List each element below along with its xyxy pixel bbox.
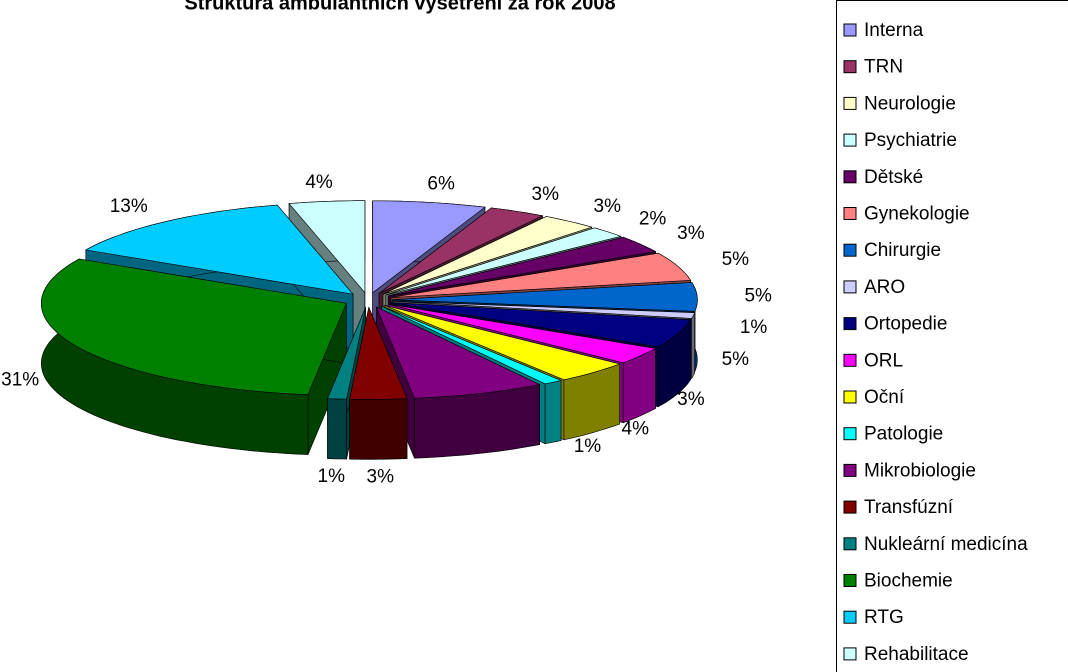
slice: [388, 303, 657, 364]
slice-rim: [544, 380, 562, 445]
legend-label: ORL: [864, 350, 903, 371]
slice: [40, 258, 347, 395]
data-label: 3%: [677, 389, 705, 410]
data-label: 3%: [532, 184, 560, 205]
slice: [392, 282, 698, 312]
legend-box: [836, 0, 1068, 672]
legend-swatch: [843, 500, 857, 514]
legend-label: TRN: [864, 57, 903, 78]
data-label: 3%: [594, 196, 622, 217]
legend-label: ARO: [864, 277, 905, 298]
legend-swatch: [843, 207, 857, 220]
legend-label: Mikrobiologie: [864, 460, 976, 481]
legend-swatch: [843, 390, 857, 404]
slice: [392, 300, 696, 319]
data-label: 4%: [622, 419, 650, 440]
legend-label: Neurologie: [864, 93, 956, 114]
slice: [378, 207, 544, 294]
legend-swatch: [843, 427, 857, 441]
data-label: 31%: [1, 370, 39, 391]
data-label: 6%: [427, 173, 455, 194]
legend-swatch: [843, 647, 857, 661]
legend-label: Psychiatrie: [864, 130, 957, 151]
legend-swatch: [843, 537, 857, 551]
legend-label: Nukleární medicína: [864, 534, 1028, 555]
slice: [349, 306, 408, 400]
legend-swatch: [843, 170, 857, 184]
legend-swatch: [843, 133, 857, 147]
data-label: 13%: [110, 196, 148, 217]
data-label: 2%: [639, 208, 667, 229]
data-label: 5%: [722, 249, 750, 270]
legend-label: Oční: [864, 387, 905, 408]
slice: [390, 252, 692, 298]
legend-swatch: [843, 23, 857, 37]
legend-label: Interna: [864, 20, 924, 41]
slice: [384, 305, 621, 381]
legend-swatch: [843, 280, 857, 294]
data-label: 3%: [677, 223, 705, 244]
slice-rim: [691, 312, 695, 380]
slice: [385, 227, 622, 296]
legend-label: Ortopedie: [864, 314, 947, 335]
legend-label: Gynekologie: [864, 204, 970, 225]
legend-label: RTG: [864, 607, 904, 628]
legend-label: Rehabilitace: [864, 644, 969, 665]
slice-rim: [349, 398, 408, 460]
chart-title: Struktura ambulantních vyšetření za rok …: [184, 0, 615, 14]
slice: [372, 200, 486, 294]
data-label: 5%: [744, 285, 772, 306]
legend-swatch: [843, 610, 857, 624]
legend-label: Biochemie: [864, 571, 953, 592]
legend-swatch: [843, 243, 857, 257]
slice: [390, 302, 692, 348]
slice: [381, 305, 562, 385]
slice: [375, 306, 541, 399]
legend-swatch: [843, 317, 857, 331]
slice: [382, 216, 593, 295]
data-label: 5%: [722, 349, 750, 370]
legend-label: Transfúzní: [864, 497, 954, 518]
legend-label: Chirurgie: [864, 240, 941, 261]
legend-swatch: [843, 574, 857, 587]
slice: [388, 236, 657, 297]
legend-swatch: [843, 60, 857, 74]
slice: [327, 307, 366, 400]
legend-swatch: [843, 353, 857, 367]
slice: [84, 204, 354, 295]
pie: [40, 200, 698, 460]
slice: [288, 200, 366, 294]
legend-label: Patologie: [864, 424, 943, 445]
data-label: 1%: [574, 436, 602, 457]
data-label: 1%: [740, 317, 768, 338]
legend-label: Dětské: [864, 167, 923, 188]
data-label: 3%: [367, 467, 395, 488]
legend-swatch: [843, 96, 857, 110]
data-label: 1%: [318, 466, 346, 487]
data-label: 4%: [305, 172, 333, 193]
legend-swatch: [843, 463, 857, 477]
slice-rim: [327, 398, 347, 460]
